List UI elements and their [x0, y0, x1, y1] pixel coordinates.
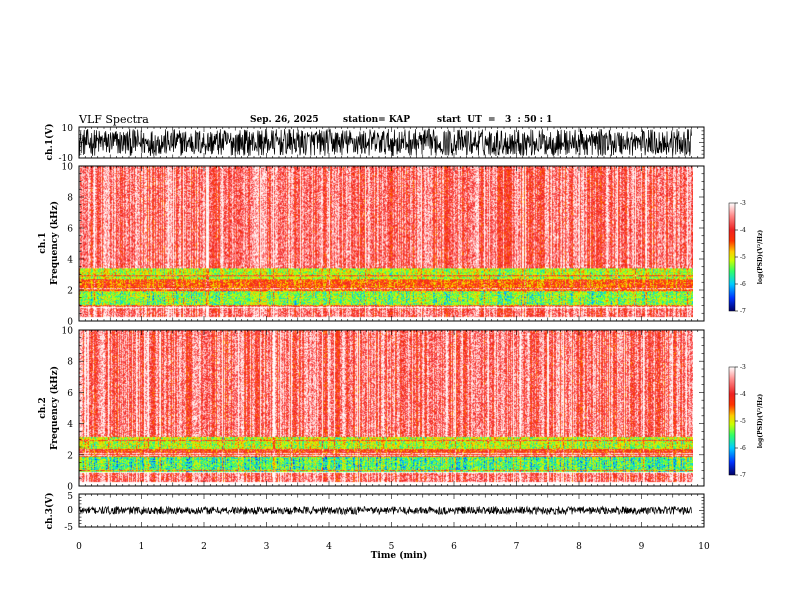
time-tick-label: 4	[326, 542, 332, 552]
spec1-ytick-label: 2	[67, 287, 73, 297]
colorbar-tick-label: -7	[740, 308, 746, 315]
ch3-waveform-ticks	[78, 493, 705, 528]
ch1-waveform-panel: 10 -10 ch.1(V)	[44, 124, 705, 164]
ch2-colorbar-title: log(PSD)(V²/Hz)	[757, 394, 764, 449]
ch1-ytick-top: 10	[62, 124, 74, 134]
colorbar-tick-label: -4	[740, 227, 746, 234]
colorbar-tick-label: -3	[740, 364, 746, 371]
spec1-ytick-label: 4	[67, 256, 73, 266]
time-axis-tick-labels: 0 1 2 3 4 5 6 7 8 9 10	[76, 542, 710, 552]
ch2-colorbar: -3 -4 -5 -6 -7 log(PSD)(V²/Hz)	[728, 364, 764, 479]
ch2-colorbar-ticks: -3 -4 -5 -6 -7	[735, 364, 746, 479]
date-label: Sep. 26, 2025	[250, 115, 319, 125]
spec1-ytick-label: 6	[67, 225, 73, 235]
ch3-ytick-top: 5	[67, 492, 73, 502]
ch1-frequency-ylabel: Frequency (kHz)	[49, 201, 60, 285]
ch3-waveform-panel: 5 0 -5 ch.3(V)	[44, 492, 705, 533]
colorbar-tick-label: -5	[740, 418, 746, 425]
time-tick-label: 3	[264, 542, 270, 552]
ch1-channel-label: ch.1	[38, 232, 48, 253]
spec2-ytick-label: 6	[67, 389, 73, 399]
ch2-spectrogram-image	[79, 330, 693, 486]
time-tick-label: 0	[76, 542, 82, 552]
start-ut-label: start UT = 3 : 50 : 1	[437, 115, 553, 125]
spec2-ytick-label: 0	[67, 483, 73, 493]
colorbar-tick-label: -6	[740, 445, 746, 452]
spec2-ytick-label: 10	[62, 327, 74, 337]
colorbar-tick-label: -3	[740, 200, 746, 207]
spec2-ytick-label: 4	[67, 420, 73, 430]
ch1-spectrogram-ytick-labels: 10 8 6 4 2 0	[62, 163, 74, 328]
ch1-colorbar-title: log(PSD)(V²/Hz)	[757, 230, 764, 285]
time-tick-label: 9	[639, 542, 645, 552]
ch1-spectrogram-image	[79, 166, 693, 321]
time-tick-label: 10	[698, 542, 710, 552]
ch3-ytick-bottom: -5	[64, 523, 73, 533]
colorbar-tick-label: -7	[740, 472, 746, 479]
station-label: station= KAP	[343, 115, 411, 125]
ch2-frequency-ylabel: Frequency (kHz)	[49, 366, 60, 450]
ch1-waveform-ticks	[78, 126, 705, 159]
chart-title: VLF Spectra	[79, 113, 149, 126]
ch2-spectrogram-ticks	[78, 329, 705, 487]
time-tick-label: 5	[389, 542, 395, 552]
colorbar-tick-label: -4	[740, 391, 746, 398]
ch3-waveform-trace	[78, 505, 692, 516]
time-tick-label: 2	[201, 542, 207, 552]
time-tick-label: 1	[139, 542, 145, 552]
spec1-ytick-label: 10	[62, 163, 74, 173]
ch1-colorbar: -3 -4 -5 -6 -7 log(PSD)(V²/Hz)	[728, 200, 764, 315]
ch2-spectrogram-ytick-labels: 10 8 6 4 2 0	[62, 327, 74, 493]
ch3-waveform-ylabel: ch.3(V)	[44, 493, 55, 530]
ch1-spectrogram-ticks	[78, 165, 705, 322]
ch1-waveform-ylabel: ch.1(V)	[44, 124, 55, 161]
ch2-spectrogram-panel: 10 8 6 4 2 0 ch.2 Frequency (kHz)	[38, 327, 705, 493]
ch2-channel-label: ch.2	[38, 397, 48, 418]
spec2-ytick-label: 2	[67, 451, 73, 461]
time-tick-label: 6	[451, 542, 457, 552]
ch1-ytick-bottom: -10	[59, 154, 74, 164]
ch1-colorbar-ticks: -3 -4 -5 -6 -7	[735, 200, 746, 315]
time-tick-label: 8	[576, 542, 582, 552]
colorbar-tick-label: -5	[740, 254, 746, 261]
time-tick-label: 7	[514, 542, 520, 552]
spec2-ytick-label: 8	[67, 358, 73, 368]
spec1-ytick-label: 0	[67, 318, 73, 328]
ch1-colorbar-bar	[728, 202, 736, 312]
ch2-colorbar-bar	[728, 366, 736, 476]
ch1-waveform-trace	[78, 128, 692, 157]
time-axis-label: Time (min)	[371, 550, 428, 561]
ch3-ytick-mid: 0	[67, 506, 73, 516]
ch1-spectrogram-panel: 10 8 6 4 2 0 ch.1 Frequency (kHz)	[38, 163, 705, 328]
colorbar-tick-label: -6	[740, 281, 746, 288]
spec1-ytick-label: 8	[67, 194, 73, 204]
